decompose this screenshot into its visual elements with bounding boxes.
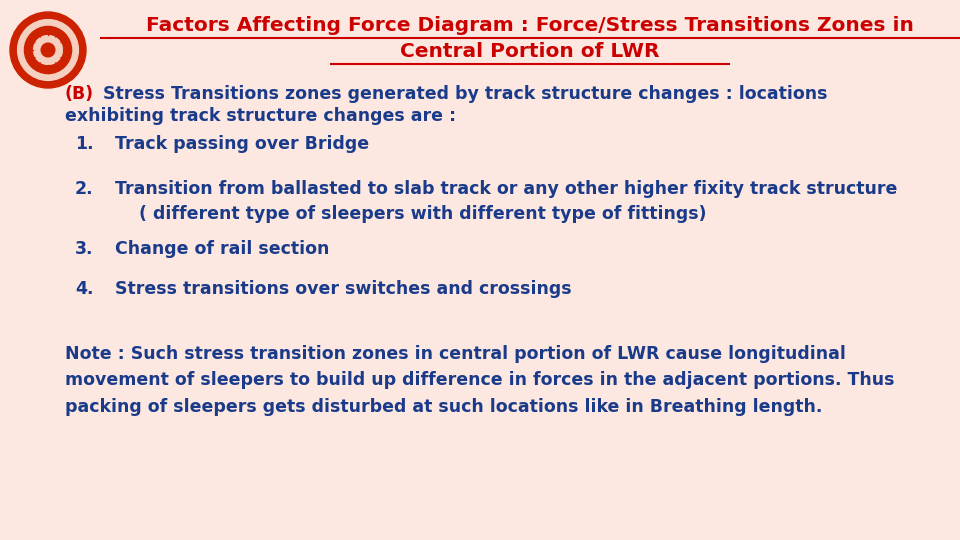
Circle shape	[41, 43, 55, 57]
Text: Central Portion of LWR: Central Portion of LWR	[400, 42, 660, 61]
Text: Track passing over Bridge: Track passing over Bridge	[115, 135, 370, 153]
Circle shape	[24, 26, 72, 73]
Circle shape	[10, 12, 86, 88]
Text: 2.: 2.	[75, 180, 94, 198]
Text: Factors Affecting Force Diagram : Force/Stress Transitions Zones in: Factors Affecting Force Diagram : Force/…	[146, 16, 914, 35]
Text: 4.: 4.	[75, 280, 93, 298]
Text: Stress transitions over switches and crossings: Stress transitions over switches and cro…	[115, 280, 571, 298]
Text: (B): (B)	[65, 85, 94, 103]
Text: Note : Such stress transition zones in central portion of LWR cause longitudinal: Note : Such stress transition zones in c…	[65, 345, 895, 416]
Text: 1.: 1.	[75, 135, 94, 153]
Text: 3.: 3.	[75, 240, 93, 258]
Text: Transition from ballasted to slab track or any other higher fixity track structu: Transition from ballasted to slab track …	[115, 180, 898, 223]
Circle shape	[17, 19, 79, 80]
Text: exhibiting track structure changes are :: exhibiting track structure changes are :	[65, 107, 456, 125]
Circle shape	[34, 36, 62, 64]
Text: Stress Transitions zones generated by track structure changes : locations: Stress Transitions zones generated by tr…	[97, 85, 828, 103]
Text: Change of rail section: Change of rail section	[115, 240, 329, 258]
